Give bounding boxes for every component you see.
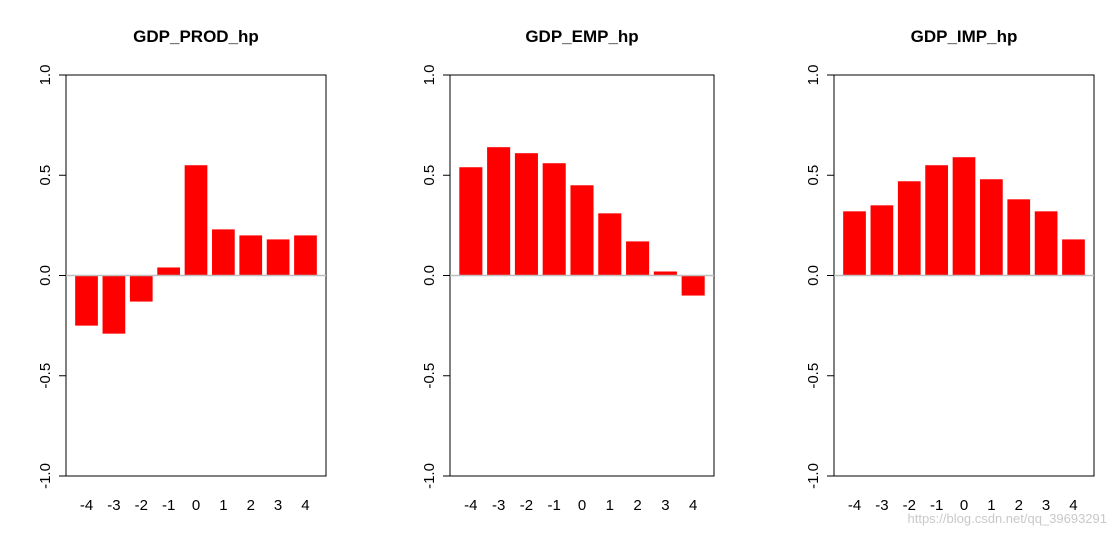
bar-1 [598,213,622,276]
bar-2 [626,241,650,276]
y-tick-label: -0.5 [37,363,54,389]
y-tick-label: 1.0 [805,65,822,86]
x-tick-label: -4 [848,497,861,514]
bar--2 [897,181,921,276]
x-tick-label: 2 [1015,497,1023,514]
x-tick-label: -4 [464,497,477,514]
x-tick-label: 0 [578,497,586,514]
bar--4 [459,167,483,276]
y-tick-label: 0.0 [37,265,54,286]
y-tick-label: 0.0 [805,265,822,286]
y-tick-label: -1.0 [805,463,822,489]
x-tick-label: 0 [960,497,968,514]
x-tick-label: 1 [219,497,227,514]
y-tick-label: 0.0 [421,265,438,286]
x-tick-label: 2 [633,497,641,514]
chart-title: GDP_IMP_hp [911,27,1018,46]
y-tick-label: -1.0 [37,463,54,489]
x-tick-label: 3 [1042,497,1050,514]
bar-3 [266,239,290,276]
bar-4 [681,275,705,296]
bar--3 [487,147,511,276]
bar--4 [75,275,98,326]
x-tick-label: 2 [247,497,255,514]
bar--2 [129,275,153,302]
x-tick-label: -3 [875,497,888,514]
x-tick-label: 4 [689,497,697,514]
x-tick-label: 3 [274,497,282,514]
bar--1 [925,165,948,276]
y-tick-label: 0.5 [421,165,438,186]
x-tick-label: -2 [520,497,533,514]
bar-3 [653,271,677,276]
bar--1 [542,163,566,276]
x-tick-label: -1 [548,497,561,514]
x-tick-label: 4 [301,497,309,514]
bar-2 [239,235,263,276]
x-tick-label: -1 [162,497,175,514]
bar-0 [570,185,594,276]
bar-1 [212,229,235,276]
x-tick-label: -2 [903,497,916,514]
chart-panel-GDP_EMP_hp: GDP_EMP_hp -1.0 -0.5 0.0 0.5 1.0 -4 -3 -2 -1 0 1 2 3 4 [421,27,715,514]
bar--3 [102,275,126,334]
x-tick-label: 0 [192,497,200,514]
x-tick-label: 3 [661,497,669,514]
bar--2 [514,153,538,276]
bar-4 [294,235,317,276]
bar-3 [1034,211,1058,276]
x-tick-label: 1 [987,497,995,514]
bar-0 [184,165,208,276]
chart-panel-GDP_IMP_hp: GDP_IMP_hp -1.0 -0.5 0.0 0.5 1.0 -4 -3 -2 -1 0 1 2 3 4 [805,27,1095,514]
y-tick-label: 0.5 [805,165,822,186]
chart-panel-GDP_PROD_hp: GDP_PROD_hp -1.0 -0.5 0.0 0.5 1.0 -4 -3 -2 -1 0 1 2 3… [37,27,327,514]
y-tick-label: 1.0 [37,65,54,86]
bar--4 [843,211,866,276]
chart-title: GDP_EMP_hp [525,27,638,46]
x-tick-label: -1 [930,497,943,514]
x-tick-label: -4 [80,497,93,514]
y-tick-label: 0.5 [37,165,54,186]
y-tick-label: 1.0 [421,65,438,86]
y-tick-label: -0.5 [421,363,438,389]
bar-4 [1062,239,1085,276]
x-tick-label: 4 [1069,497,1077,514]
x-tick-label: -3 [492,497,505,514]
x-tick-label: -2 [135,497,148,514]
watermark: https://blog.csdn.net/qq_39693291 [907,511,1108,526]
chart-title: GDP_PROD_hp [133,27,259,46]
bar--1 [157,267,180,276]
x-tick-label: 1 [606,497,614,514]
bar-0 [952,157,976,276]
bar-1 [980,179,1003,276]
bar-2 [1007,199,1031,276]
y-tick-label: -1.0 [421,463,438,489]
bar--3 [870,205,894,276]
y-tick-label: -0.5 [805,363,822,389]
x-tick-label: -3 [107,497,120,514]
